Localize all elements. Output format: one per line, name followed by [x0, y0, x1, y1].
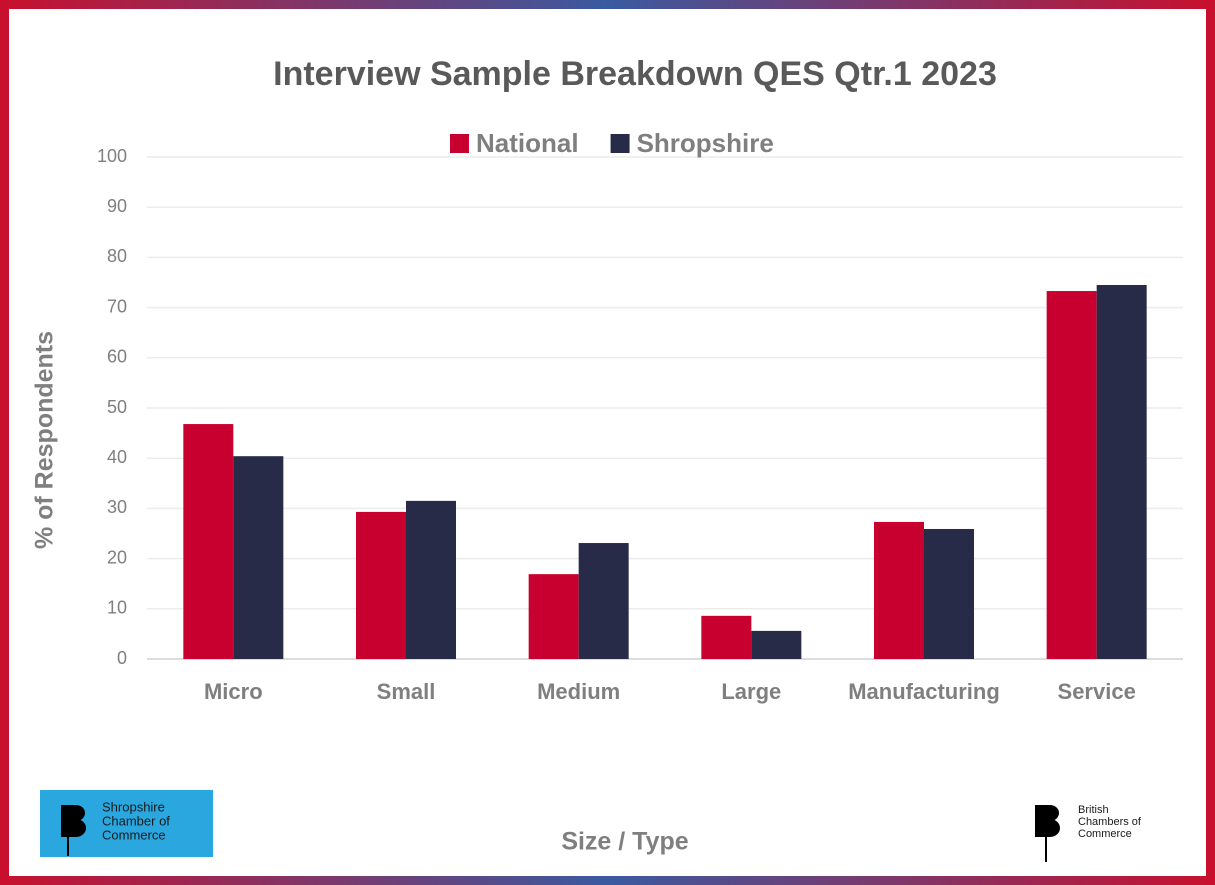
logo-text: Chambers of — [1078, 816, 1142, 828]
bar — [1046, 291, 1097, 659]
y-tick-label: 40 — [107, 447, 127, 467]
logo-left: Shropshire Chamber of Commerce — [40, 790, 213, 857]
y-tick-label: 10 — [107, 598, 127, 618]
bar — [751, 630, 802, 659]
bar — [874, 521, 924, 659]
y-tick-label: 60 — [107, 347, 127, 367]
legend-swatch — [450, 134, 469, 153]
x-tick-label: Micro — [204, 679, 263, 704]
logo-text: Commerce — [102, 827, 166, 842]
frame — [0, 0, 1215, 9]
x-tick-label: Service — [1058, 679, 1136, 704]
y-tick-label: 70 — [107, 296, 127, 316]
y-tick-label: 20 — [107, 547, 127, 567]
logo-icon — [61, 805, 86, 856]
logo-icon — [1035, 805, 1060, 862]
logo-text: Shropshire — [102, 799, 165, 814]
logo-text: British — [1078, 804, 1109, 816]
y-tick-label: 100 — [97, 146, 127, 166]
x-tick-label: Small — [377, 679, 436, 704]
y-tick-label: 50 — [107, 397, 127, 417]
y-tick-label: 30 — [107, 497, 127, 517]
bar — [528, 574, 579, 659]
y-tick-label: 0 — [117, 648, 127, 668]
bar — [183, 424, 234, 659]
y-axis-label: % of Respondents — [31, 331, 59, 549]
bar — [924, 528, 974, 659]
frame — [1206, 0, 1215, 885]
legend-label: Shropshire — [637, 128, 774, 158]
y-tick-label: 90 — [107, 196, 127, 216]
chart-title: Interview Sample Breakdown QES Qtr.1 202… — [273, 55, 997, 93]
x-tick-label: Medium — [537, 679, 620, 704]
logo-text: Commerce — [1078, 828, 1132, 840]
bar — [233, 456, 284, 659]
bar — [701, 615, 752, 659]
bar — [356, 511, 406, 659]
bar — [406, 500, 456, 659]
x-tick-label: Large — [721, 679, 781, 704]
logo-right: British Chambers of Commerce — [1035, 804, 1142, 862]
bar — [578, 543, 629, 659]
x-axis-label: Size / Type — [561, 828, 688, 856]
y-tick-label: 80 — [107, 246, 127, 266]
frame — [0, 876, 1215, 885]
legend-label: National — [476, 128, 579, 158]
bar — [1096, 285, 1147, 659]
logo-text: Chamber of — [102, 813, 170, 828]
x-tick-label: Manufacturing — [848, 679, 1000, 704]
frame — [0, 0, 9, 885]
legend-swatch — [610, 134, 630, 153]
